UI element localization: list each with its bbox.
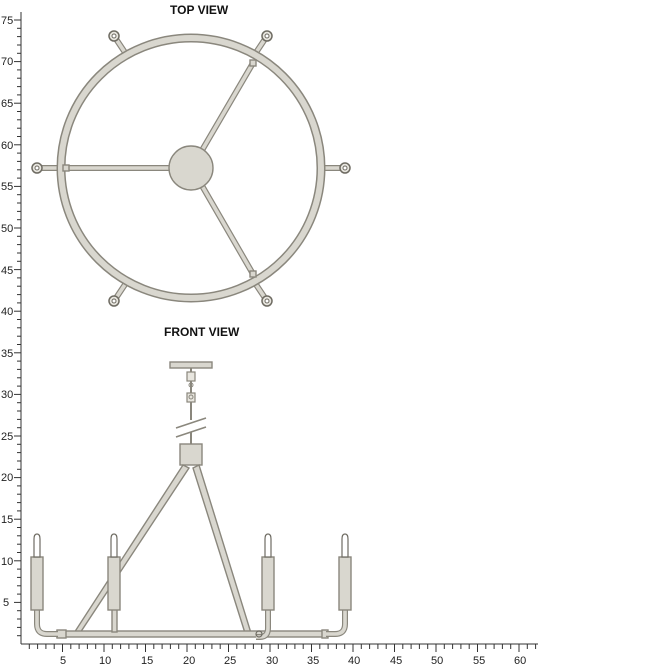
chain-link-1 <box>186 371 196 382</box>
x-label-55: 55 <box>473 655 485 667</box>
y-label-20: 20 <box>1 472 13 484</box>
eyelet-bottom-right <box>261 295 273 307</box>
x-label-45: 45 <box>390 655 402 667</box>
x-label-15: 15 <box>141 655 153 667</box>
x-label-60: 60 <box>514 655 526 667</box>
center-hub <box>168 145 214 191</box>
candle-sleeve-1 <box>30 556 44 611</box>
y-label-35: 35 <box>1 348 13 360</box>
y-label-45: 45 <box>1 265 13 277</box>
chain-link-2 <box>186 392 196 403</box>
y-label-10: 10 <box>1 556 13 568</box>
front-view-title: FRONT VIEW <box>164 325 240 339</box>
ring-connector-upper-right <box>249 59 257 67</box>
x-label-50: 50 <box>431 655 443 667</box>
x-label-25: 25 <box>224 655 236 667</box>
x-axis: 5 10 15 20 25 30 35 40 45 50 55 60 <box>21 643 538 667</box>
y-axis-ticks <box>14 19 21 637</box>
y-label-65: 65 <box>1 98 13 110</box>
y-label-70: 70 <box>1 56 13 68</box>
candle-post-2 <box>111 608 118 633</box>
rail-joint-left <box>56 629 67 639</box>
y-axis-labels: 75 70 65 60 55 50 45 40 35 30 25 20 15 1… <box>1 15 13 609</box>
x-label-10: 10 <box>99 655 111 667</box>
y-label-75: 75 <box>1 15 13 27</box>
y-axis: 75 70 65 60 55 50 45 40 35 30 25 20 15 1… <box>1 12 22 644</box>
eyelet-top-left <box>108 30 120 42</box>
hook-loop <box>255 630 263 638</box>
y-label-25: 25 <box>1 431 13 443</box>
bulb-4 <box>341 533 349 558</box>
eyelet-bottom-left <box>108 295 120 307</box>
eyelet-top-right <box>261 30 273 42</box>
x-label-20: 20 <box>183 655 195 667</box>
x-label-40: 40 <box>348 655 360 667</box>
candle-sleeve-2 <box>107 556 121 611</box>
bottom-rail <box>56 630 328 638</box>
bulb-2 <box>110 533 118 558</box>
y-label-30: 30 <box>1 389 13 401</box>
eyelet-left <box>31 162 43 174</box>
y-label-40: 40 <box>1 306 13 318</box>
top-view-drawing <box>31 30 351 307</box>
y-label-60: 60 <box>1 140 13 152</box>
x-axis-ticks <box>28 644 537 652</box>
eyelet-right <box>339 162 351 174</box>
ring-connector-lower-right <box>249 270 257 278</box>
candle-sleeve-3 <box>261 556 275 611</box>
x-label-30: 30 <box>266 655 278 667</box>
front-view-drawing <box>30 361 352 640</box>
candle-sleeve-4 <box>338 556 352 611</box>
x-label-35: 35 <box>307 655 319 667</box>
y-label-50: 50 <box>1 223 13 235</box>
center-body <box>179 443 203 466</box>
y-label-55: 55 <box>1 181 13 193</box>
canopy <box>169 361 213 369</box>
x-axis-labels: 5 10 15 20 25 30 35 40 45 50 55 60 <box>60 655 526 667</box>
x-label-5: 5 <box>60 655 66 667</box>
bulb-3 <box>264 533 272 558</box>
ring-connector-left <box>62 164 70 172</box>
arm-right <box>192 464 252 634</box>
arm-left <box>72 464 191 634</box>
bulb-1 <box>33 533 41 558</box>
top-view-title: TOP VIEW <box>170 3 229 17</box>
y-label-15: 15 <box>1 514 13 526</box>
y-label-5: 5 <box>3 597 9 609</box>
